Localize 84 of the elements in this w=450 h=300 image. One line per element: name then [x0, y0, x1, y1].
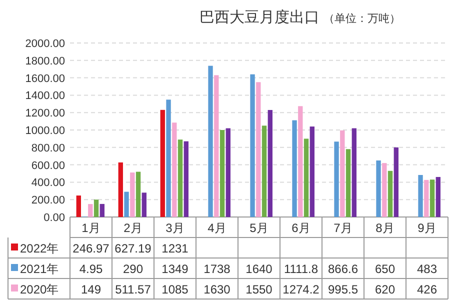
bar [334, 142, 339, 217]
x-tick-label: 8月 [376, 221, 394, 235]
data-label: 1111.8 [284, 262, 318, 276]
data-label: 866.6 [328, 262, 358, 276]
bar [304, 138, 309, 217]
bar [262, 126, 267, 217]
bar [100, 204, 104, 217]
data-label: 4.95 [79, 262, 103, 276]
bar [118, 162, 123, 217]
y-tick-label: 600.00 [31, 160, 65, 172]
bar [172, 122, 177, 217]
bar [214, 75, 219, 217]
legend-label: 2021年 [20, 262, 59, 276]
data-label: 1550 [246, 282, 273, 296]
bar [94, 200, 99, 217]
data-label: 995.5 [328, 282, 358, 296]
bar [292, 120, 297, 217]
bar [178, 140, 183, 217]
bar [310, 126, 314, 217]
bar [124, 192, 129, 217]
data-label: 149 [80, 282, 102, 296]
bar [256, 82, 261, 217]
bar [436, 176, 440, 217]
y-tick-label: 1400.00 [25, 90, 65, 102]
bar [376, 160, 381, 217]
data-label: 1349 [162, 262, 189, 276]
y-tick-label: 200.00 [31, 194, 65, 207]
data-label: 1231 [162, 242, 189, 256]
data-label: 1630 [204, 282, 231, 296]
bar [130, 172, 135, 217]
bar [184, 141, 188, 217]
y-tick-label: 800.00 [31, 142, 65, 154]
data-label: 246.97 [72, 242, 110, 256]
bar [418, 174, 423, 217]
legend-label: 2020年 [20, 282, 59, 296]
data-label: 426 [416, 282, 438, 296]
x-tick-label: 9月 [418, 221, 436, 235]
data-label: 290 [122, 262, 144, 276]
bar [226, 128, 230, 217]
bar [208, 66, 213, 217]
bar [346, 149, 351, 217]
bar [220, 130, 225, 217]
x-tick-label: 5月 [250, 221, 268, 235]
data-label: 511.57 [115, 282, 152, 296]
data-label: 650 [374, 262, 396, 276]
bar [424, 180, 429, 217]
bar [382, 163, 387, 217]
y-tick-label: 0.00 [44, 212, 65, 224]
bar [298, 106, 303, 217]
bar [268, 110, 272, 217]
bar [88, 204, 93, 217]
x-tick-label: 1月 [82, 221, 100, 235]
bar [142, 192, 146, 217]
data-label: 1085 [162, 282, 189, 296]
x-tick-label: 4月 [208, 221, 226, 235]
x-tick-label: 2月 [124, 221, 142, 235]
chart-subtitle: （单位：万吨） [324, 12, 400, 25]
x-tick-label: 6月 [292, 221, 310, 235]
bar [76, 196, 81, 217]
x-tick-label: 3月 [166, 221, 184, 235]
bar [388, 170, 393, 217]
y-tick-label: 400.00 [31, 177, 65, 190]
y-tick-label: 2000.00 [25, 38, 65, 50]
data-label: 1640 [246, 262, 273, 276]
y-tick-label: 1000.00 [25, 125, 65, 137]
data-label: 483 [416, 262, 438, 276]
bar [250, 74, 255, 217]
bar [430, 180, 435, 217]
data-label: 627.19 [114, 242, 152, 256]
data-label: 1274.2 [282, 282, 320, 296]
bar [166, 100, 171, 217]
x-tick-label: 7月 [334, 221, 352, 235]
y-tick-label: 1600.00 [25, 72, 65, 85]
y-tick-label: 1800.00 [25, 55, 65, 68]
chart-title: 巴西大豆月度出口 [200, 9, 320, 26]
bar [160, 110, 165, 217]
y-tick-label: 1200.00 [25, 108, 65, 120]
bar [340, 130, 345, 217]
data-label: 620 [374, 282, 396, 296]
bar [394, 147, 398, 217]
legend-label: 2022年 [20, 242, 59, 256]
data-label: 1738 [204, 262, 231, 276]
bar [352, 128, 356, 217]
bar [136, 172, 141, 217]
